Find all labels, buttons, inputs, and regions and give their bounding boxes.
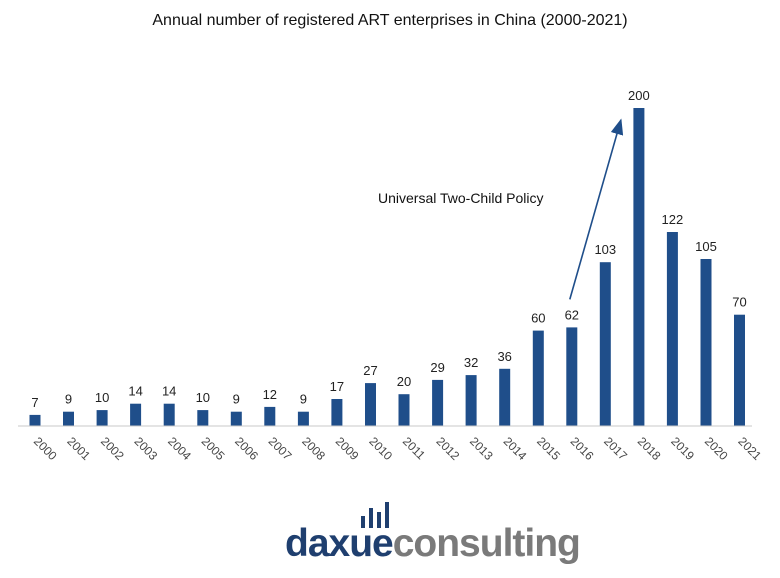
- value-label-2005: 10: [196, 390, 210, 405]
- tick-label-2008: 2008: [299, 434, 328, 463]
- tick-label-2002: 2002: [98, 434, 127, 463]
- bar-2003: [130, 403, 142, 426]
- bar-2015: [532, 330, 544, 426]
- bar-2010: [365, 383, 376, 426]
- value-label-2015: 60: [531, 311, 545, 326]
- bar-2004: [163, 403, 175, 426]
- logo-bar: [385, 502, 389, 528]
- value-label-2010: 27: [363, 363, 377, 378]
- tick-label-2009: 2009: [333, 434, 362, 463]
- tick-label-2007: 2007: [266, 434, 295, 463]
- value-label-2009: 17: [330, 379, 344, 394]
- bar-2002: [96, 410, 108, 426]
- tick-label-2016: 2016: [568, 434, 597, 463]
- bar-2017: [599, 262, 611, 426]
- value-label-2004: 14: [162, 384, 176, 399]
- daxue-consulting-logo: daxueconsulting: [285, 498, 581, 568]
- value-label-2013: 32: [464, 355, 478, 370]
- bar-2009: [331, 399, 343, 426]
- value-label-2016: 62: [565, 307, 579, 322]
- bar-2019: [666, 232, 678, 426]
- value-label-2012: 29: [430, 360, 444, 375]
- tick-label-2004: 2004: [165, 434, 194, 463]
- value-label-2011: 20: [397, 374, 411, 389]
- bar-2008: [297, 411, 309, 426]
- logo-text-daxue: daxue: [285, 522, 394, 565]
- value-label-2017: 103: [594, 242, 616, 257]
- tick-label-2020: 2020: [702, 434, 731, 463]
- value-label-2007: 12: [263, 387, 277, 402]
- bar-2016: [566, 327, 578, 426]
- value-label-2019: 122: [662, 212, 684, 227]
- logo-bar: [361, 516, 365, 528]
- logo-bar: [377, 512, 381, 528]
- tick-label-2003: 2003: [131, 434, 160, 463]
- bar-2007: [264, 406, 276, 426]
- tick-label-2013: 2013: [467, 434, 496, 463]
- value-label-2001: 9: [65, 392, 72, 407]
- value-label-2003: 14: [128, 384, 142, 399]
- tick-label-2006: 2006: [232, 434, 261, 463]
- chart-title: Annual number of registered ART enterpri…: [152, 12, 628, 29]
- logo-bar: [369, 508, 373, 528]
- bar-2000: [29, 414, 41, 426]
- tick-label-2014: 2014: [501, 434, 530, 463]
- value-label-2021: 70: [732, 295, 746, 310]
- bar-2001: [63, 411, 74, 426]
- value-labels-layer: 7 9 10 14 14 10 9 12 9 17 27 20 29 32 36 60 62 103 200 122 1…: [31, 88, 746, 410]
- x-tick-labels: 2000 2001 2002 2003 2004 2005 2006 2007 2008 2009…: [31, 434, 765, 463]
- value-label-2020: 105: [695, 239, 717, 254]
- bar-2021: [734, 314, 745, 426]
- bar-2006: [230, 411, 242, 426]
- bar-2005: [197, 410, 209, 426]
- annotation-text: Universal Two-Child Policy: [378, 190, 543, 206]
- bars-layer: [29, 108, 745, 426]
- bar-2014: [499, 368, 511, 426]
- value-label-2018: 200: [628, 88, 650, 103]
- tick-label-2018: 2018: [635, 434, 664, 463]
- tick-label-2001: 2001: [64, 434, 93, 463]
- tick-label-2012: 2012: [433, 434, 462, 463]
- bar-2012: [432, 379, 444, 426]
- bar-2018: [633, 108, 645, 426]
- tick-label-2010: 2010: [366, 434, 395, 463]
- tick-label-2019: 2019: [668, 434, 697, 463]
- tick-label-2021: 2021: [735, 434, 764, 463]
- bar-2020: [700, 259, 712, 426]
- value-label-2014: 36: [497, 349, 511, 364]
- value-label-2002: 10: [95, 390, 109, 405]
- tick-label-2017: 2017: [601, 434, 630, 463]
- tick-label-2000: 2000: [31, 434, 60, 463]
- logo-text-consulting: consulting: [392, 522, 581, 565]
- tick-label-2015: 2015: [534, 434, 563, 463]
- value-label-2008: 9: [300, 392, 307, 407]
- tick-label-2005: 2005: [199, 434, 228, 463]
- value-label-2006: 9: [233, 392, 240, 407]
- value-label-2000: 7: [31, 395, 38, 410]
- bar-2013: [465, 375, 477, 426]
- tick-label-2011: 2011: [400, 434, 428, 462]
- annotation-arrow: [569, 118, 624, 300]
- bar-2011: [398, 394, 410, 426]
- logo-wordmark: daxueconsulting: [285, 522, 581, 566]
